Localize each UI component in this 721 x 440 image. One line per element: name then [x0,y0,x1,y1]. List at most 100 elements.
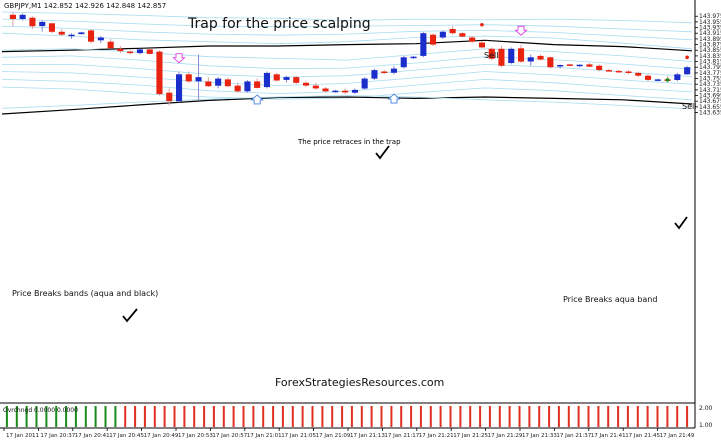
checkmark-icon [122,308,138,323]
time-tick-label: 17 Jan 21:13 [350,433,385,439]
bear-candle [430,34,437,45]
bear-candle [537,55,544,60]
price-tick-label: 143.835 [699,53,721,60]
indicator-bar-red [311,406,314,427]
bull-candle [244,81,251,92]
bear-candle [478,42,485,48]
bull-candle [215,78,222,86]
time-tick-label: 17 Jan 20:41 [75,433,110,439]
price-tick-label: 143.895 [699,36,721,43]
indicator-bar-red [203,406,206,427]
indicator-bar-red [557,406,560,427]
up-arrow-icon [250,94,264,105]
bear-candle [234,85,241,92]
indicator-bar-red [439,406,442,427]
indicator-bar-red [380,406,383,427]
indicator-bar-red [646,406,649,427]
time-tick-label: 17 Jan 21:37 [556,433,591,439]
indicator-bar-red [577,406,580,427]
bull-candle [351,89,358,93]
up-arrow-icon [387,93,401,104]
signal-dot [665,78,670,82]
time-tick-label: 17 Jan 20:37 [40,433,75,439]
indicator-bar-red [331,406,334,427]
price-tick-label: 143.815 [699,59,721,66]
bear-candle [498,48,505,66]
down-arrow-icon [514,25,528,36]
time-tick-label: 17 Jan 2011 [6,433,39,439]
bear-candle [293,77,300,83]
aqua-band-7 [2,63,693,78]
time-tick-label: 17 Jan 21:33 [522,433,557,439]
indicator-bar-red [400,406,403,427]
bull-candle [420,33,427,56]
annotation-retrace: The price retraces in the trap [297,138,401,146]
indicator-bar-red [597,406,600,427]
indicator-bar-red [429,406,432,427]
aqua-band-6 [1,55,693,70]
indicator-bar-red [686,406,689,427]
bear-candle [185,74,192,82]
price-tick-label: 143.875 [699,42,721,49]
indicator-top-value: 2.00 [699,405,713,412]
signal-dot [685,55,689,60]
indicator-bar-red [488,406,491,427]
indicator-label: Ovrchngd 0.0000 0.0000 [3,407,78,414]
time-tick-label: 17 Jan 21:49 [660,433,695,439]
chart-title: Trap for the price scalping [187,16,371,32]
price-tick-label: 143.975 [699,13,721,20]
indicator-bar-red [617,406,620,427]
indicator-bar-red [291,406,294,427]
time-tick-label: 17 Jan 21:09 [316,433,351,439]
time-tick-label: 17 Jan 21:05 [281,433,316,439]
indicator-bar-red [360,406,363,427]
bear-candle [127,51,134,54]
bear-candle [625,71,632,73]
time-tick-label: 17 Jan 20:45 [109,433,144,439]
black-band-lower [1,96,693,115]
bear-candle [205,81,212,87]
price-tick-label: 143.695 [699,93,721,100]
indicator-bar-red [301,406,304,427]
bear-candle [488,48,495,59]
bear-candle [459,33,466,37]
bear-candle [58,31,65,35]
price-tick-label: 143.655 [699,104,721,111]
bull-candle [557,65,564,67]
bear-candle [645,75,652,80]
time-tick-label: 17 Jan 21:29 [488,433,523,439]
indicator-bar-red [370,406,373,427]
checkmark-icon [375,145,390,160]
aqua-band-11 [1,95,693,110]
bear-candle [586,64,593,67]
bear-candle [449,29,456,34]
indicator-bar-green [74,406,77,427]
time-tick-label: 17 Jan 21:01 [247,433,282,439]
time-tick-label: 17 Jan 21:17 [384,433,419,439]
indicator-bar-red [124,406,127,427]
indicator-bar-red [281,406,284,427]
bull-candle [654,79,661,81]
indicator-panel [5,406,689,427]
indicator-bar-red [212,406,215,427]
bear-candle [615,70,622,73]
bear-candle [107,41,114,49]
indicator-bar-green [104,406,107,427]
indicator-bar-red [508,406,511,427]
bull-candle [176,74,183,102]
bear-candle [303,82,310,86]
price-axis[interactable]: 143.975143.955143.935143.915143.895143.8… [695,13,721,117]
indicator-bar-red [548,406,551,427]
indicator-bar-red [252,406,255,427]
candles [9,12,691,106]
bull-candle [97,37,104,41]
time-axis[interactable]: 17 Jan 2011 17 Jan 20:37 17 Jan 20:41 17 Ja… [3,428,695,439]
time-tick-label: 17 Jan 20:49 [144,433,179,439]
indicator-bar-red [262,406,265,427]
bear-candle [566,64,573,66]
price-tick-label: 143.755 [699,76,721,83]
indicator-bar-red [143,406,146,427]
bear-candle [166,92,173,102]
indicator-bar-red [272,406,275,427]
